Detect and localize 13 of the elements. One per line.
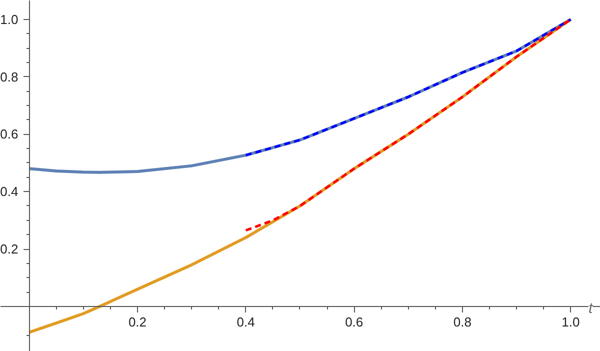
- x-axis-title: t: [588, 300, 594, 317]
- x-tick-label: 0.4: [236, 314, 255, 330]
- y-tick-label: 1.0: [0, 12, 18, 27]
- x-tick-label: 1.0: [562, 314, 580, 330]
- x-tick-label: 0.2: [128, 314, 147, 330]
- line-series: [244, 18, 572, 156]
- x-tick-label: 0.6: [345, 314, 364, 330]
- y-tick-label: 0.8: [0, 69, 18, 84]
- y-tick-label: 0.2: [0, 242, 18, 257]
- y-tick-label: 0.4: [0, 184, 18, 200]
- y-tick-label: 0.6: [0, 126, 18, 142]
- line-series: [244, 18, 572, 232]
- x-tick-label: 0.8: [453, 314, 472, 330]
